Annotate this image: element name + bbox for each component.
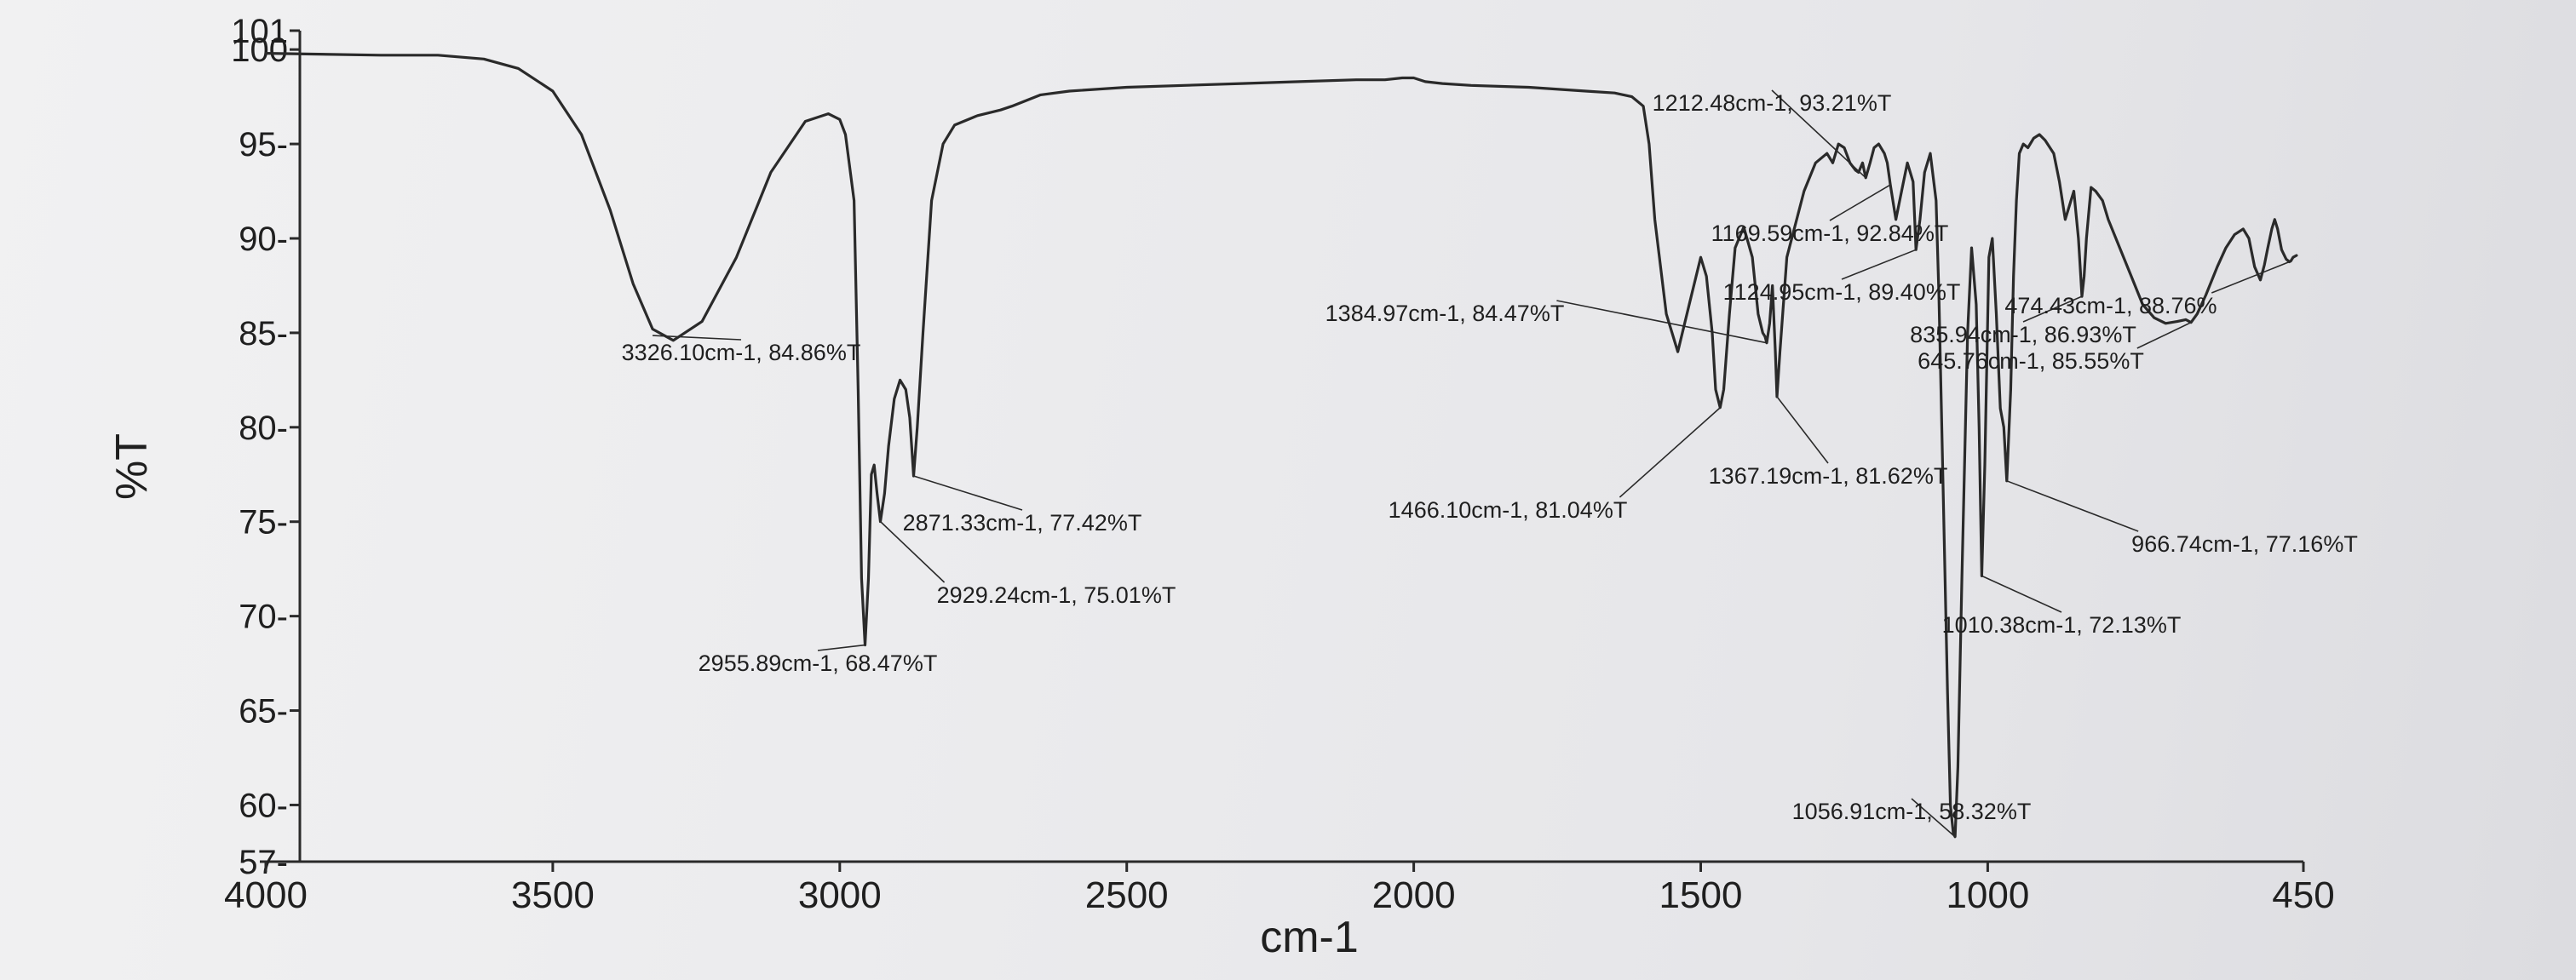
chart-axes <box>260 31 2303 863</box>
peak-connector-line <box>1841 249 1917 280</box>
peak-connector-line <box>1619 407 1721 498</box>
peak-connector-line <box>1829 184 1891 221</box>
x-tick-label: 1000 <box>1946 874 2029 916</box>
y-tick-label: 101 <box>231 13 288 50</box>
y-tick-label: 57- <box>239 844 288 881</box>
peak-connector-line <box>1776 396 1829 464</box>
peak-label: 1010.38cm-1, 72.13%T <box>1942 612 2182 638</box>
peak-label: 2871.33cm-1, 77.42%T <box>903 510 1142 536</box>
y-axis-label: %T <box>107 433 157 500</box>
y-tick-label: 70- <box>239 599 288 636</box>
peak-connector-line <box>913 475 1023 511</box>
spectrum-series-line <box>264 52 2298 839</box>
peak-connector-line <box>1911 798 1956 838</box>
peak-connector-line <box>1981 575 2062 613</box>
x-tick-label: 3500 <box>511 874 595 916</box>
y-tick-label: 95- <box>239 126 288 163</box>
y-tick-label: 65- <box>239 693 288 731</box>
peak-label: 1367.19cm-1, 81.62%T <box>1709 463 1948 489</box>
peak-annotations: 3326.10cm-1, 84.86%T 2871.33cm-1, 77.42%T… <box>622 89 2358 838</box>
peak-connector-line <box>879 520 946 583</box>
x-axis-label: cm-1 <box>1260 913 1359 962</box>
y-tick-label: 100 <box>231 32 288 69</box>
peak-connector-line <box>1556 300 1768 344</box>
x-tick-label: 1500 <box>1659 874 1743 916</box>
peak-connector-line <box>817 644 865 651</box>
x-tick-label: 2500 <box>1085 874 1169 916</box>
y-tick-label: 80- <box>239 410 288 447</box>
peak-label: 835.94cm-1, 86.93%T <box>1910 322 2136 347</box>
peak-connector-line <box>2136 321 2192 349</box>
y-tick-label: 90- <box>239 221 288 258</box>
peak-label: 1466.10cm-1, 81.04%T <box>1389 497 1628 523</box>
y-tick-label: 75- <box>239 504 288 542</box>
peak-connector-line <box>2211 261 2290 294</box>
x-axis-ticks: 4000 3500 3000 2500 2000 1500 1000 450 <box>224 862 2335 916</box>
peak-connector-line <box>2022 295 2083 323</box>
peak-label: 3326.10cm-1, 84.86%T <box>622 340 861 365</box>
x-tick-label: 4000 <box>224 874 308 916</box>
peak-label: 1169.59cm-1, 92.84%T <box>1711 221 1949 246</box>
peak-label: 2929.24cm-1, 75.01%T <box>937 582 1176 608</box>
x-tick-label: 2000 <box>1372 874 1456 916</box>
y-tick-label: 85- <box>239 315 288 352</box>
y-tick-label: 60- <box>239 787 288 824</box>
peak-label: 474.43cm-1, 88.76% <box>2004 293 2217 318</box>
peak-connector-line <box>2006 480 2139 532</box>
x-tick-label: 3000 <box>798 874 882 916</box>
peak-connector-line <box>653 335 742 341</box>
peak-label: 1056.91cm-1, 58.32%T <box>1792 799 2032 824</box>
peak-label: 2955.89cm-1, 68.47%T <box>699 650 938 676</box>
peak-label: 1212.48cm-1, 93.21%T <box>1653 90 1892 116</box>
peak-connector-line <box>1771 89 1866 179</box>
peak-label: 1124.95cm-1, 89.40%T <box>1723 279 1961 305</box>
peak-label: 966.74cm-1, 77.16%T <box>2131 531 2358 557</box>
x-tick-label: 450 <box>2272 874 2334 916</box>
peak-label: 1384.97cm-1, 84.47%T <box>1325 301 1565 326</box>
peak-label: 645.76cm-1, 85.55%T <box>1918 348 2144 374</box>
